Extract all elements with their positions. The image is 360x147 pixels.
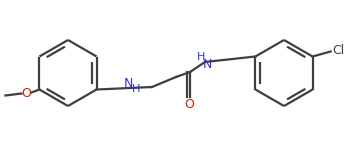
Text: H: H <box>132 84 140 94</box>
Text: N: N <box>123 76 133 90</box>
Text: O: O <box>184 98 194 112</box>
Text: N: N <box>202 57 212 71</box>
Text: Cl: Cl <box>333 44 345 57</box>
Text: O: O <box>22 87 31 100</box>
Text: H: H <box>197 52 205 62</box>
